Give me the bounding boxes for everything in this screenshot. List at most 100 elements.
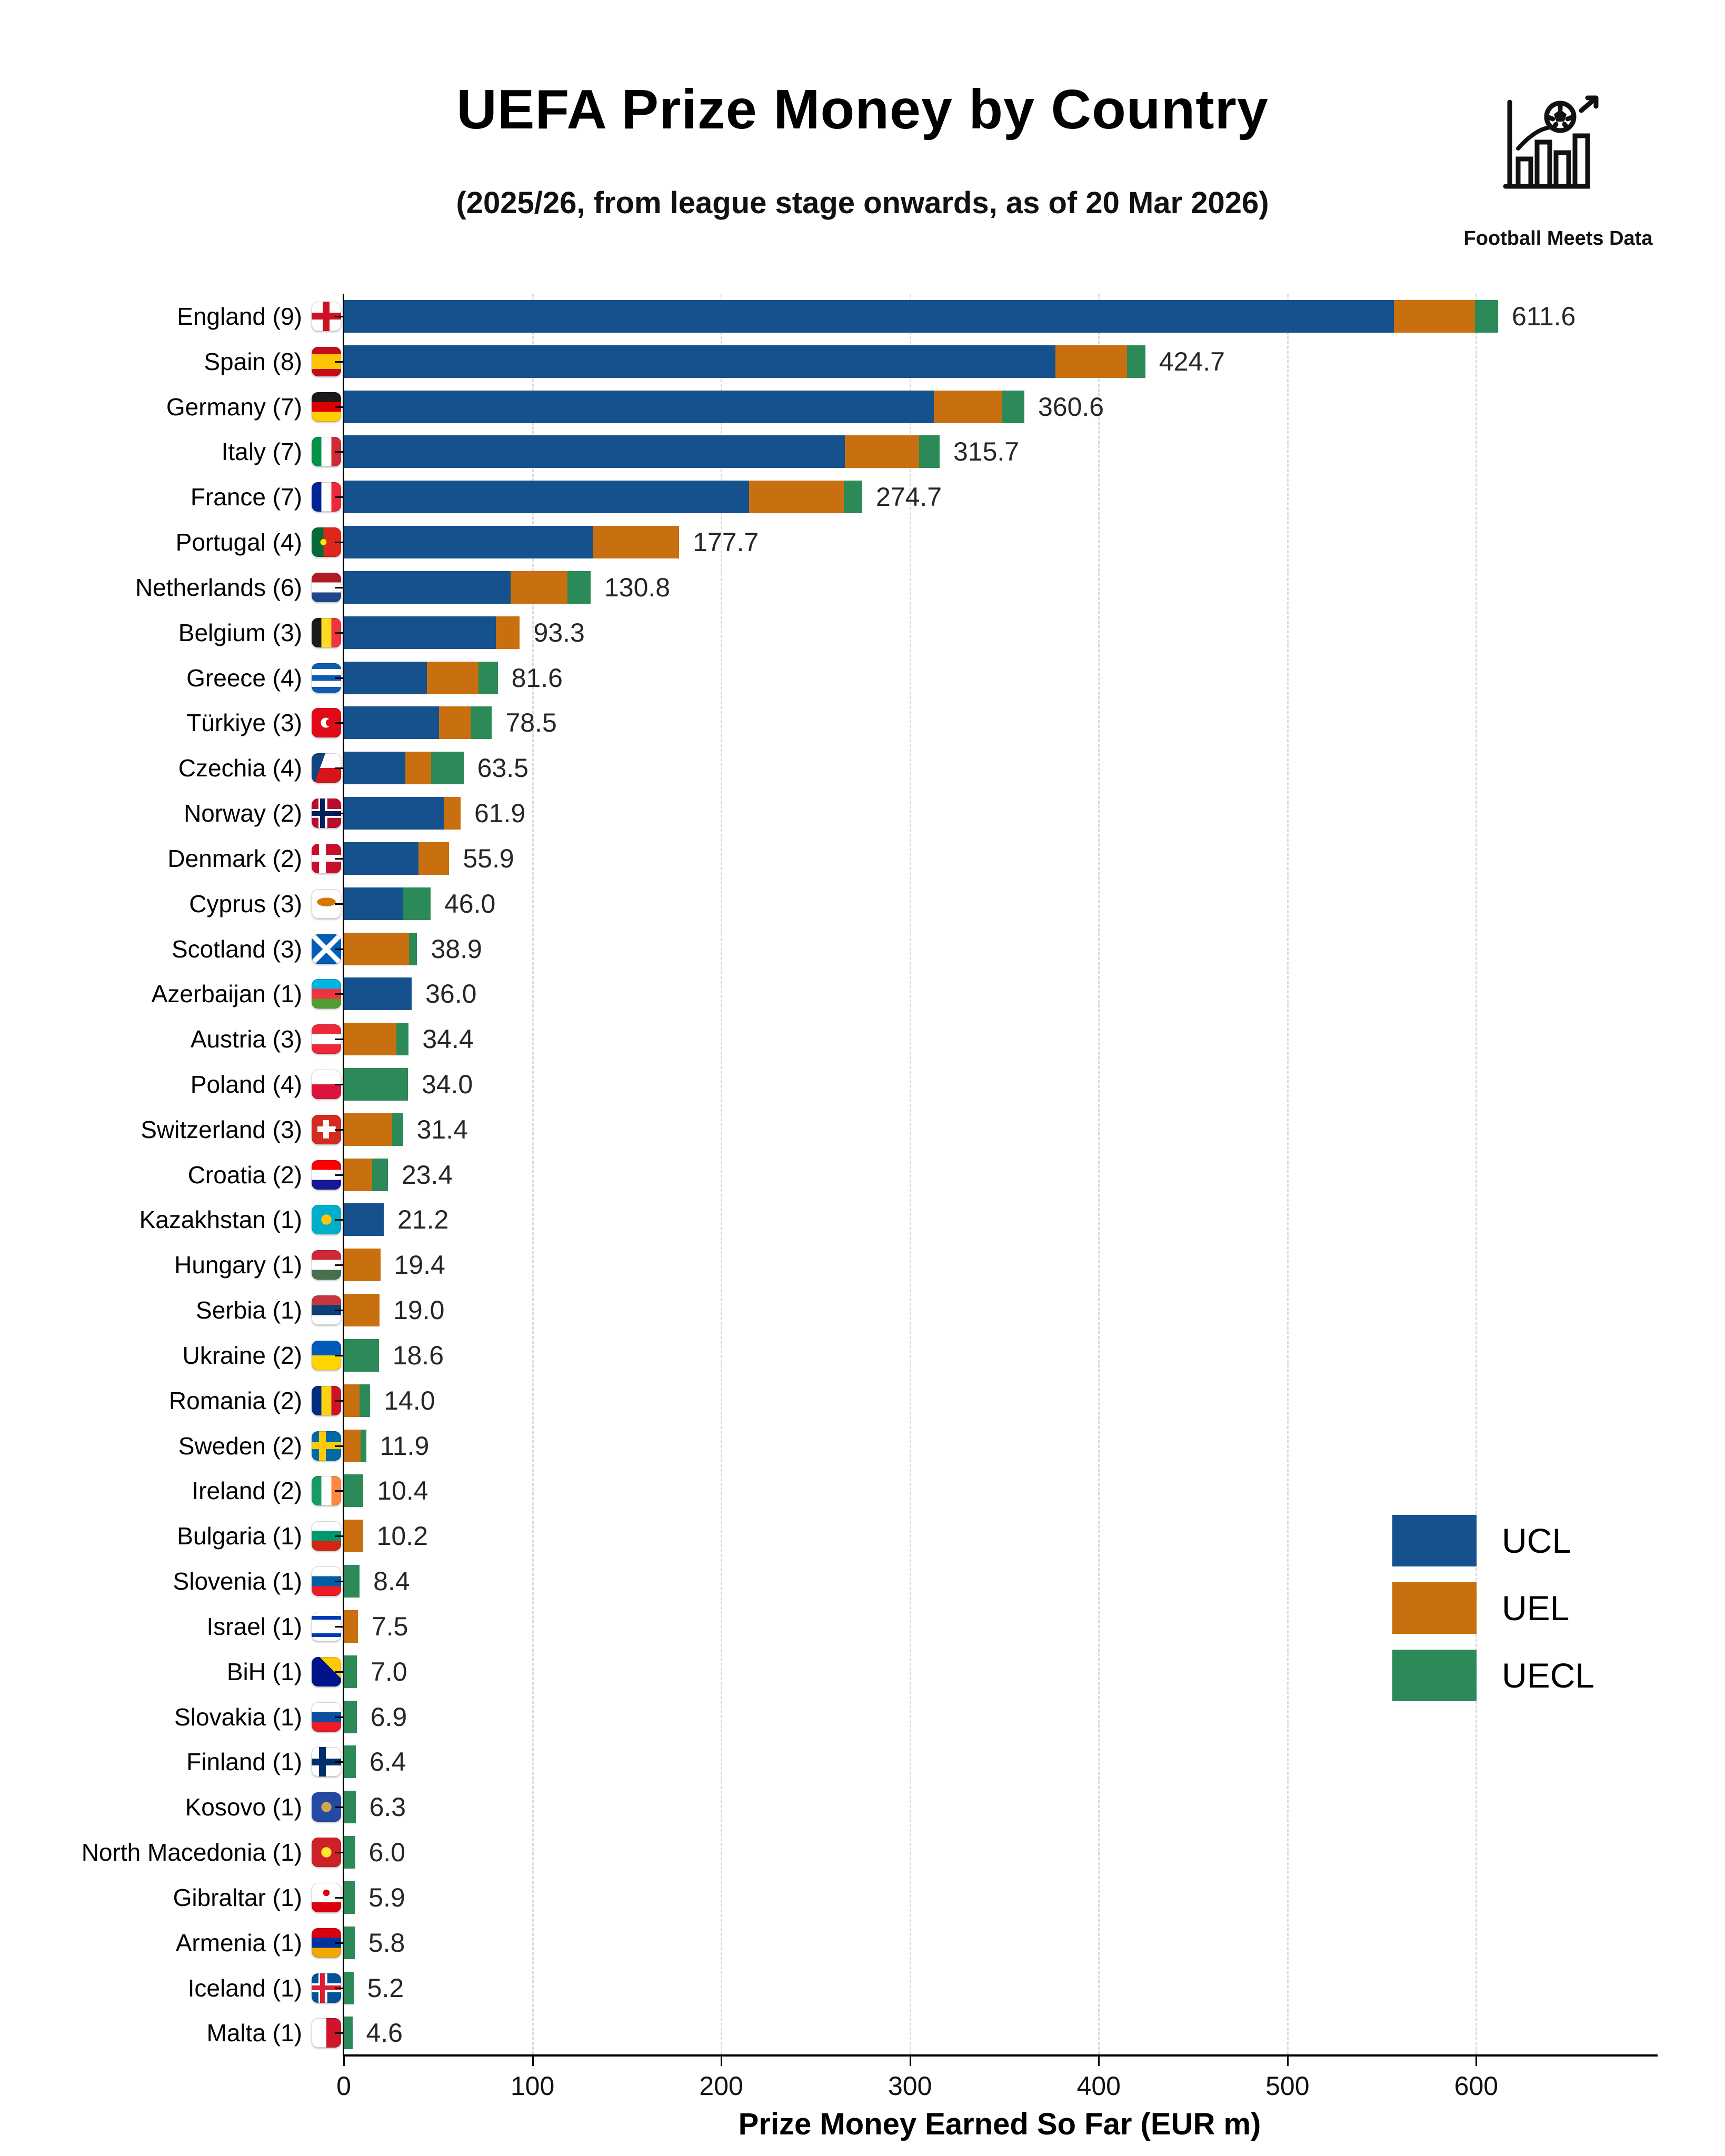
table-row: Malta (1) 4.6	[0, 2010, 1725, 2055]
stacked-bar	[344, 1023, 409, 1056]
y-tick-mark	[335, 948, 344, 950]
table-row: Iceland (1) 5.2	[0, 1965, 1725, 2011]
stacked-bar	[344, 1700, 357, 1733]
stacked-bar	[344, 1881, 355, 1914]
x-tick-mark	[343, 2057, 345, 2066]
value-label: 360.6	[1038, 392, 1104, 422]
row-label-group: France (7)	[0, 474, 341, 520]
value-label: 6.3	[369, 1792, 406, 1822]
bar-segment-uel	[405, 752, 432, 785]
bar-segment-uel	[427, 661, 478, 694]
y-tick-mark	[335, 1264, 344, 1266]
table-row: Portugal (4) 177.7	[0, 520, 1725, 565]
row-label-group: Italy (7)	[0, 429, 341, 474]
country-label: BiH (1)	[226, 1658, 302, 1685]
bar-segment-uel	[344, 1294, 380, 1327]
bar-segment-uecl	[844, 481, 862, 514]
bar-segment-uecl	[344, 1881, 355, 1914]
bar-segment-uecl	[1475, 300, 1498, 333]
x-tick-label: 500	[1265, 2071, 1310, 2101]
x-tick-label: 200	[699, 2071, 743, 2101]
stacked-bar	[344, 435, 940, 468]
table-row: Azerbaijan (1) 36.0	[0, 971, 1725, 1016]
country-label: Bulgaria (1)	[177, 1522, 302, 1550]
table-row: Gibraltar (1) 5.9	[0, 1875, 1725, 1920]
value-label: 46.0	[444, 889, 496, 919]
x-tick-mark	[532, 2057, 534, 2066]
x-axis-line	[343, 2054, 1658, 2057]
table-row: Kosovo (1) 6.3	[0, 1784, 1725, 1830]
row-label-group: Slovakia (1)	[0, 1694, 341, 1740]
stacked-bar	[344, 706, 492, 740]
table-row: Armenia (1) 5.8	[0, 1920, 1725, 1965]
country-label: Norway (2)	[184, 800, 302, 827]
value-label: 78.5	[505, 708, 557, 738]
row-label-group: Ukraine (2)	[0, 1333, 341, 1378]
row-label-group: Germany (7)	[0, 384, 341, 430]
y-tick-mark	[335, 1671, 344, 1673]
stacked-bar	[344, 1971, 354, 2004]
row-label-group: Netherlands (6)	[0, 565, 341, 610]
stacked-bar	[344, 571, 591, 604]
stacked-bar	[344, 1203, 384, 1236]
bar-segment-uecl	[344, 1791, 356, 1824]
table-row: Slovakia (1) 6.9	[0, 1694, 1725, 1740]
gridline	[721, 294, 723, 2054]
y-tick-mark	[335, 1942, 344, 1944]
y-tick-mark	[335, 677, 344, 679]
table-row: Czechia (4) 63.5	[0, 745, 1725, 791]
row-label-group: Scotland (3)	[0, 926, 341, 972]
bar-segment-uecl	[1127, 345, 1145, 378]
table-row: Serbia (1) 19.0	[0, 1287, 1725, 1333]
country-label: Denmark (2)	[167, 844, 302, 872]
stacked-bar	[344, 300, 1498, 333]
bar-segment-uecl	[344, 2017, 353, 2050]
y-tick-mark	[335, 857, 344, 860]
bar-segment-uecl	[344, 1067, 408, 1101]
value-label: 31.4	[416, 1114, 468, 1144]
bar-segment-uecl	[372, 1158, 388, 1191]
bar-segment-uel	[1394, 300, 1475, 333]
country-label: Croatia (2)	[187, 1161, 302, 1189]
bar-segment-uecl	[478, 661, 498, 694]
table-row: Spain (8) 424.7	[0, 339, 1725, 384]
row-label-group: Türkiye (3)	[0, 700, 341, 745]
bar-segment-uel	[844, 435, 920, 468]
y-tick-mark	[335, 1490, 344, 1492]
value-label: 6.9	[370, 1702, 407, 1732]
bar-segment-uel	[344, 932, 409, 965]
y-tick-mark	[335, 1581, 344, 1583]
y-tick-mark	[335, 542, 344, 544]
stacked-bar	[344, 1745, 356, 1779]
value-label: 81.6	[511, 663, 563, 693]
y-tick-mark	[335, 632, 344, 634]
y-tick-mark	[335, 1987, 344, 1989]
bar-segment-uel	[511, 571, 567, 604]
bar-segment-uecl	[392, 1113, 403, 1146]
row-label-group: Bulgaria (1)	[0, 1513, 341, 1559]
legend-item-ucl: UCL	[1392, 1515, 1594, 1566]
row-label-group: Cyprus (3)	[0, 881, 341, 926]
x-tick-mark	[721, 2057, 723, 2066]
row-label-group: Serbia (1)	[0, 1287, 341, 1333]
country-label: England (9)	[177, 302, 302, 330]
row-label-group: Slovenia (1)	[0, 1559, 341, 1604]
country-label: Italy (7)	[221, 438, 302, 466]
country-label: North Macedonia (1)	[81, 1839, 302, 1866]
table-row: Greece (4) 81.6	[0, 655, 1725, 701]
x-tick-mark	[1098, 2057, 1100, 2066]
country-label: Ireland (2)	[192, 1477, 302, 1505]
country-label: Austria (3)	[190, 1025, 302, 1053]
bar-segment-ucl	[344, 390, 934, 423]
bar-segment-uecl	[344, 1565, 360, 1598]
x-tick-mark	[909, 2057, 911, 2066]
x-tick-label: 300	[888, 2071, 932, 2101]
value-label: 21.2	[397, 1205, 449, 1235]
value-label: 14.0	[384, 1385, 435, 1415]
bar-segment-ucl	[344, 887, 403, 920]
stacked-bar	[344, 1474, 364, 1508]
stacked-bar	[344, 661, 498, 694]
bar-segment-uecl	[344, 1700, 357, 1733]
value-label: 19.0	[393, 1295, 445, 1325]
value-label: 5.9	[368, 1882, 405, 1912]
